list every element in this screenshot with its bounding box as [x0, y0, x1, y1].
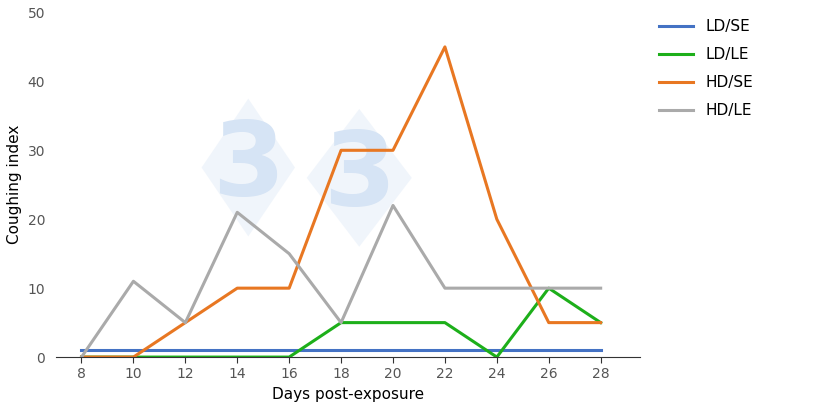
- LD/SE: [595, 348, 605, 353]
- HD/LE: [232, 210, 242, 215]
- Line: HD/LE: HD/LE: [81, 205, 600, 357]
- LD/SE: [76, 348, 86, 353]
- LD/SE: [284, 348, 294, 353]
- Text: 3: 3: [212, 117, 284, 218]
- Polygon shape: [201, 99, 295, 236]
- HD/SE: [491, 217, 501, 222]
- LD/LE: [543, 286, 553, 291]
- Line: LD/LE: LD/LE: [81, 288, 600, 357]
- HD/LE: [76, 355, 86, 360]
- LD/LE: [387, 320, 397, 325]
- HD/SE: [284, 286, 294, 291]
- LD/SE: [543, 348, 553, 353]
- HD/SE: [440, 45, 450, 49]
- Text: 3: 3: [323, 127, 395, 228]
- LD/LE: [180, 355, 190, 360]
- Polygon shape: [306, 109, 411, 247]
- HD/LE: [336, 320, 346, 325]
- HD/LE: [387, 203, 397, 208]
- HD/LE: [180, 320, 190, 325]
- HD/LE: [284, 251, 294, 256]
- LD/LE: [284, 355, 294, 360]
- HD/SE: [543, 320, 553, 325]
- LD/SE: [336, 348, 346, 353]
- HD/SE: [336, 148, 346, 153]
- HD/SE: [387, 148, 397, 153]
- LD/SE: [491, 348, 501, 353]
- HD/SE: [595, 320, 605, 325]
- X-axis label: Days post-exposure: Days post-exposure: [271, 387, 423, 402]
- LD/LE: [595, 320, 605, 325]
- LD/LE: [232, 355, 242, 360]
- LD/SE: [180, 348, 190, 353]
- Line: HD/SE: HD/SE: [81, 47, 600, 357]
- LD/LE: [440, 320, 450, 325]
- Y-axis label: Coughing index: Coughing index: [7, 125, 22, 245]
- HD/SE: [76, 355, 86, 360]
- HD/LE: [595, 286, 605, 291]
- LD/LE: [129, 355, 138, 360]
- LD/LE: [336, 320, 346, 325]
- LD/SE: [387, 348, 397, 353]
- HD/LE: [543, 286, 553, 291]
- LD/LE: [76, 355, 86, 360]
- HD/LE: [440, 286, 450, 291]
- LD/SE: [440, 348, 450, 353]
- HD/SE: [180, 320, 190, 325]
- HD/SE: [232, 286, 242, 291]
- LD/SE: [232, 348, 242, 353]
- LD/LE: [491, 355, 501, 360]
- Legend: LD/SE, LD/LE, HD/SE, HD/LE: LD/SE, LD/LE, HD/SE, HD/LE: [652, 13, 758, 124]
- HD/LE: [129, 279, 138, 284]
- HD/LE: [491, 286, 501, 291]
- HD/SE: [129, 355, 138, 360]
- LD/SE: [129, 348, 138, 353]
